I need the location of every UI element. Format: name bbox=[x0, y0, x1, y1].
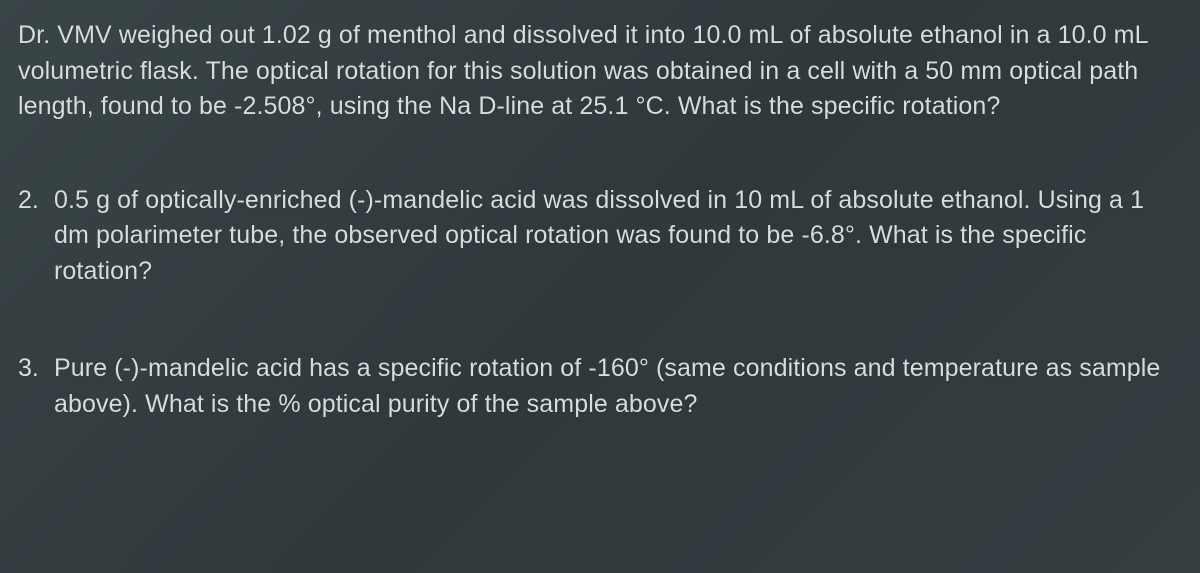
question-3: 3. Pure (-)-mandelic acid has a specific… bbox=[18, 351, 1176, 422]
question-1: Dr. VMV weighed out 1.02 g of menthol an… bbox=[18, 18, 1176, 125]
question-2-number: 2. bbox=[18, 183, 54, 219]
question-1-text: Dr. VMV weighed out 1.02 g of menthol an… bbox=[18, 21, 1148, 120]
question-3-number: 3. bbox=[18, 351, 54, 387]
question-2-text: 0.5 g of optically-enriched (-)-mandelic… bbox=[54, 183, 1176, 290]
question-2: 2. 0.5 g of optically-enriched (-)-mande… bbox=[18, 183, 1176, 290]
page-content: Dr. VMV weighed out 1.02 g of menthol an… bbox=[0, 0, 1200, 573]
question-3-text: Pure (-)-mandelic acid has a specific ro… bbox=[54, 351, 1176, 422]
